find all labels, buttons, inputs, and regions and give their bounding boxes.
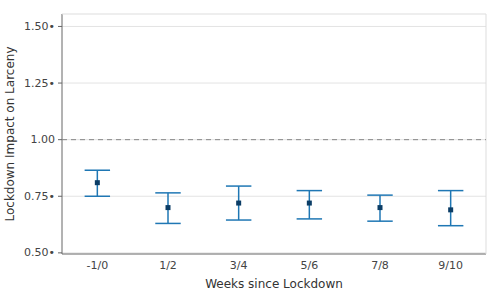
error-bar [367, 195, 392, 221]
point [448, 207, 453, 212]
grid-line [62, 252, 486, 253]
error-bar [438, 191, 463, 226]
plot-frame [486, 14, 487, 254]
error-cap-upper [438, 190, 463, 192]
grid-line [62, 196, 486, 197]
x-axis-line [62, 254, 486, 255]
y-axis-line [62, 14, 63, 254]
error-bar [226, 186, 251, 220]
y-tick [58, 252, 62, 253]
y-tick-label: 1.50• [24, 20, 55, 33]
error-cap-lower [438, 225, 463, 227]
x-tick-label: 7/8 [371, 259, 389, 272]
x-tick-label: 3/4 [230, 259, 248, 272]
point [307, 201, 312, 206]
error-cap-lower [297, 218, 322, 220]
x-tick-label: 9/10 [438, 259, 463, 272]
y-tick [58, 83, 62, 84]
error-cap-lower [367, 220, 392, 222]
y-tick [58, 139, 62, 140]
y-tick-label: 0.75• [24, 190, 55, 203]
error-cap-upper [297, 190, 322, 192]
y-axis-label: Lockdown Impact on Larceny [3, 46, 17, 221]
error-cap-upper [85, 169, 110, 171]
grid [62, 26, 486, 252]
point [95, 180, 100, 185]
y-tick-label: 1.00 [31, 133, 56, 146]
y-tick [58, 196, 62, 197]
error-cap-lower [226, 219, 251, 221]
grid-line [62, 139, 486, 140]
error-bar [85, 170, 110, 196]
error-cap-lower [155, 223, 180, 225]
x-axis-label: Weeks since Lockdown [205, 277, 343, 291]
y-tick [58, 26, 62, 27]
x-ticks: -1/0 1/2 3/4 5/6 7/8 9/10 [86, 259, 463, 272]
point [166, 205, 171, 210]
chart: 0.50• 0.75• 1.00 1.25• 1.50• -1/0 1/2 3/4 5/6 7/8… [0, 0, 500, 296]
y-tick-label: 0.50• [24, 246, 55, 259]
x-tick-label: 5/6 [300, 259, 318, 272]
x-tick-label: -1/0 [86, 259, 108, 272]
error-cap-upper [367, 194, 392, 196]
grid-line [62, 26, 486, 27]
plot-area [62, 140, 486, 226]
error-bar [297, 191, 322, 219]
reference-line [62, 139, 486, 140]
error-cap-upper [155, 192, 180, 194]
y-tick-label: 1.25• [24, 77, 55, 90]
point [378, 205, 383, 210]
error-bar [155, 193, 180, 224]
error-cap-upper [226, 185, 251, 187]
x-tick-label: 1/2 [159, 259, 177, 272]
plot-frame [62, 14, 486, 15]
grid-line [62, 83, 486, 84]
error-cap-lower [85, 196, 110, 198]
y-ticks: 0.50• 0.75• 1.00 1.25• 1.50• [24, 20, 62, 259]
point [236, 201, 241, 206]
